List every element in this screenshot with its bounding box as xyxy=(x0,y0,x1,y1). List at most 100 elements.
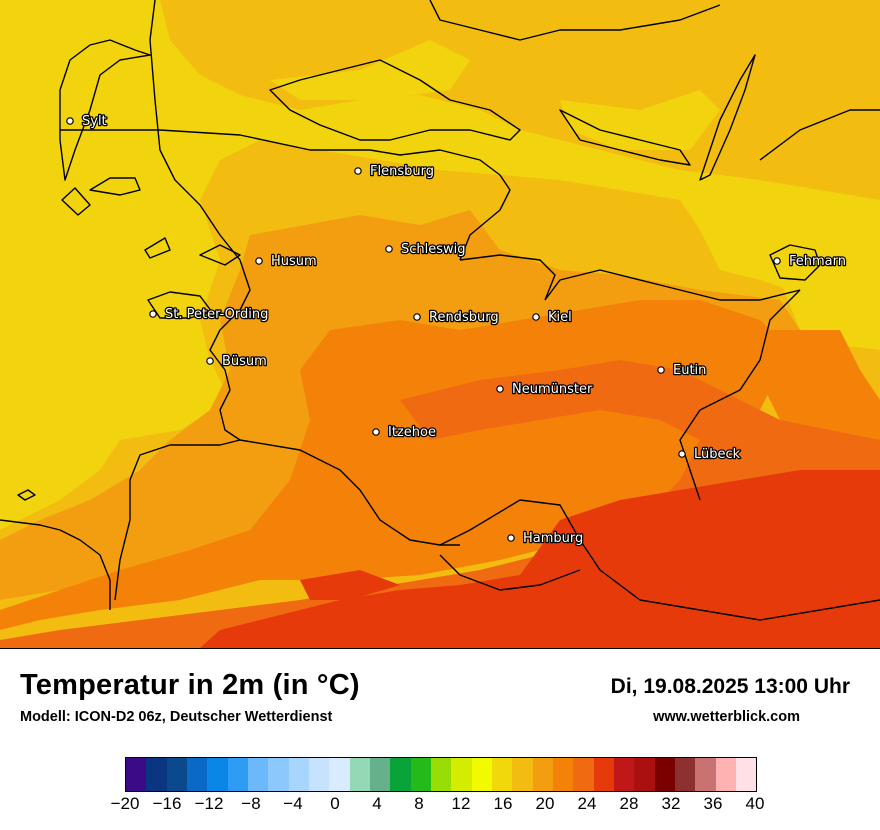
city-label-flensburg: Flensburg xyxy=(370,164,434,179)
city-marker-kiel: Kiel xyxy=(532,309,573,326)
coastline-sylt xyxy=(59,39,151,181)
coastline-schlei xyxy=(459,254,556,301)
coastline-flensburg-fjord xyxy=(439,149,511,261)
coastline-elbe-north xyxy=(239,439,460,546)
border-hamburg xyxy=(439,499,880,621)
coastline-north-sea xyxy=(114,0,251,601)
colorbar-tick-label: −12 xyxy=(194,794,224,813)
city-markers: Sylt Flensburg Husum Schleswig Fehmarn S… xyxy=(66,113,847,547)
temp-band-16-north xyxy=(270,40,470,100)
colorbar-tick-label: 36 xyxy=(703,794,723,813)
city-marker-neumunster: Neumünster xyxy=(496,381,594,398)
colorbar-segment xyxy=(126,758,147,791)
coastline-aero xyxy=(559,109,691,166)
colorbar-segment xyxy=(369,758,391,791)
colorbar-segment xyxy=(207,758,228,791)
city-label-fehmarn: Fehmarn xyxy=(789,254,846,269)
city-marker-itzehoe: Itzehoe xyxy=(372,424,437,441)
temp-band-16-fehmarn xyxy=(780,280,880,350)
colorbar-segment xyxy=(471,758,492,791)
colorbar-segment xyxy=(329,758,350,791)
colorbar-segment xyxy=(166,758,187,791)
city-marker-st-peter-ording: St. Peter-Ording xyxy=(149,306,270,323)
city-marker-hamburg: Hamburg xyxy=(507,530,585,547)
city-label-st-peter-ording: St. Peter-Ording xyxy=(165,307,268,322)
coastline-elbe-south xyxy=(0,519,111,610)
city-marker-busum: Büsum xyxy=(206,353,268,370)
colorbar-segment xyxy=(695,758,716,791)
coastline-nordstrand xyxy=(199,244,241,266)
colorbar-segment xyxy=(430,758,452,791)
colorbar-tick-label: 40 xyxy=(745,794,765,813)
colorbar-segment xyxy=(349,758,370,791)
map-title: Temperatur in 2m (in °C) xyxy=(20,669,360,701)
city-label-sylt: Sylt xyxy=(82,114,107,129)
colorbar-segment xyxy=(634,758,655,791)
city-label-hamburg: Hamburg xyxy=(523,531,583,546)
colorbar-tick-label: −8 xyxy=(241,794,261,813)
city-label-eutin: Eutin xyxy=(673,363,706,378)
coastline-neuwerk xyxy=(17,489,36,501)
colorbar-segment xyxy=(715,758,736,791)
coastline-kiel-bay xyxy=(544,269,801,301)
map-footer: Temperatur in 2m (in °C) Modell: ICON-D2… xyxy=(0,649,880,830)
city-marker-rendsburg: Rendsburg xyxy=(413,309,500,326)
colorbar-tick-label: −16 xyxy=(152,794,182,813)
city-label-rendsburg: Rendsburg xyxy=(429,310,499,325)
city-marker-sylt: Sylt xyxy=(66,113,108,130)
colorbar-tick-label: 32 xyxy=(661,794,681,813)
border-dk-de xyxy=(60,129,441,156)
colorbar-segment xyxy=(573,758,594,791)
colorbar-tick-label: 4 xyxy=(372,794,382,813)
colorbar-tick-label: 16 xyxy=(493,794,513,813)
city-marker-eutin: Eutin xyxy=(657,362,708,379)
city-label-neumunster: Neumünster xyxy=(512,382,593,397)
colorbar-segment xyxy=(552,758,574,791)
colorbar-segment xyxy=(390,758,411,791)
temp-band-26 xyxy=(200,470,880,648)
coastline-als xyxy=(269,59,521,141)
colorbar-segment xyxy=(674,758,696,791)
colorbar-segment xyxy=(247,758,269,791)
website-link[interactable]: www.wetterblick.com xyxy=(653,709,800,725)
coastline-amrum xyxy=(61,187,91,216)
colorbar-tick-labels: −20 −16 −12 −8 −4 0 4 8 12 16 20 24 28 32 36 40 xyxy=(111,794,765,816)
colorbar-segment xyxy=(451,758,472,791)
coastline-langeland xyxy=(699,54,756,181)
city-label-lubeck: Lübeck xyxy=(694,447,741,462)
colorbar-segment xyxy=(735,758,757,791)
colorbar-tick-label: 12 xyxy=(451,794,471,813)
temp-band-16-ne xyxy=(560,90,720,150)
colorbar-segment xyxy=(308,758,330,791)
colorbar-tick-label: −4 xyxy=(283,794,303,813)
coastline-danish-south xyxy=(429,0,721,41)
coastline-lolland xyxy=(759,109,880,161)
map-canvas: Sylt Flensburg Husum Schleswig Fehmarn S… xyxy=(0,0,880,648)
colorbar-tick-label: 8 xyxy=(414,794,424,813)
city-label-schleswig: Schleswig xyxy=(401,242,466,257)
colorbar-segment xyxy=(491,758,513,791)
city-marker-schleswig: Schleswig xyxy=(385,241,467,258)
colorbar-tick-label: −20 xyxy=(110,794,140,813)
city-marker-fehmarn: Fehmarn xyxy=(773,253,847,270)
city-label-husum: Husum xyxy=(271,254,317,269)
colorbar-segment xyxy=(654,758,675,791)
colorbar-tick-label: 24 xyxy=(577,794,597,813)
colorbar-tick-label: 0 xyxy=(330,794,340,813)
colorbar-segment xyxy=(227,758,248,791)
model-source: Modell: ICON-D2 06z, Deutscher Wetterdie… xyxy=(20,709,333,725)
colorbar-segment xyxy=(186,758,208,791)
colorbar-segment xyxy=(593,758,614,791)
colorbar-segment xyxy=(268,758,289,791)
colorbar-segment xyxy=(288,758,309,791)
city-marker-flensburg: Flensburg xyxy=(354,163,435,180)
colorbar-segment xyxy=(410,758,431,791)
coastline-pellworm xyxy=(144,237,171,259)
temperature-map: Sylt Flensburg Husum Schleswig Fehmarn S… xyxy=(0,0,880,649)
city-marker-husum: Husum xyxy=(255,253,318,270)
forecast-datetime: Di, 19.08.2025 13:00 Uhr xyxy=(610,675,850,698)
colorbar-tick-label: 28 xyxy=(619,794,639,813)
temp-band-20-west xyxy=(380,250,470,290)
city-marker-lubeck: Lübeck xyxy=(678,446,742,463)
city-label-busum: Büsum xyxy=(222,354,267,369)
